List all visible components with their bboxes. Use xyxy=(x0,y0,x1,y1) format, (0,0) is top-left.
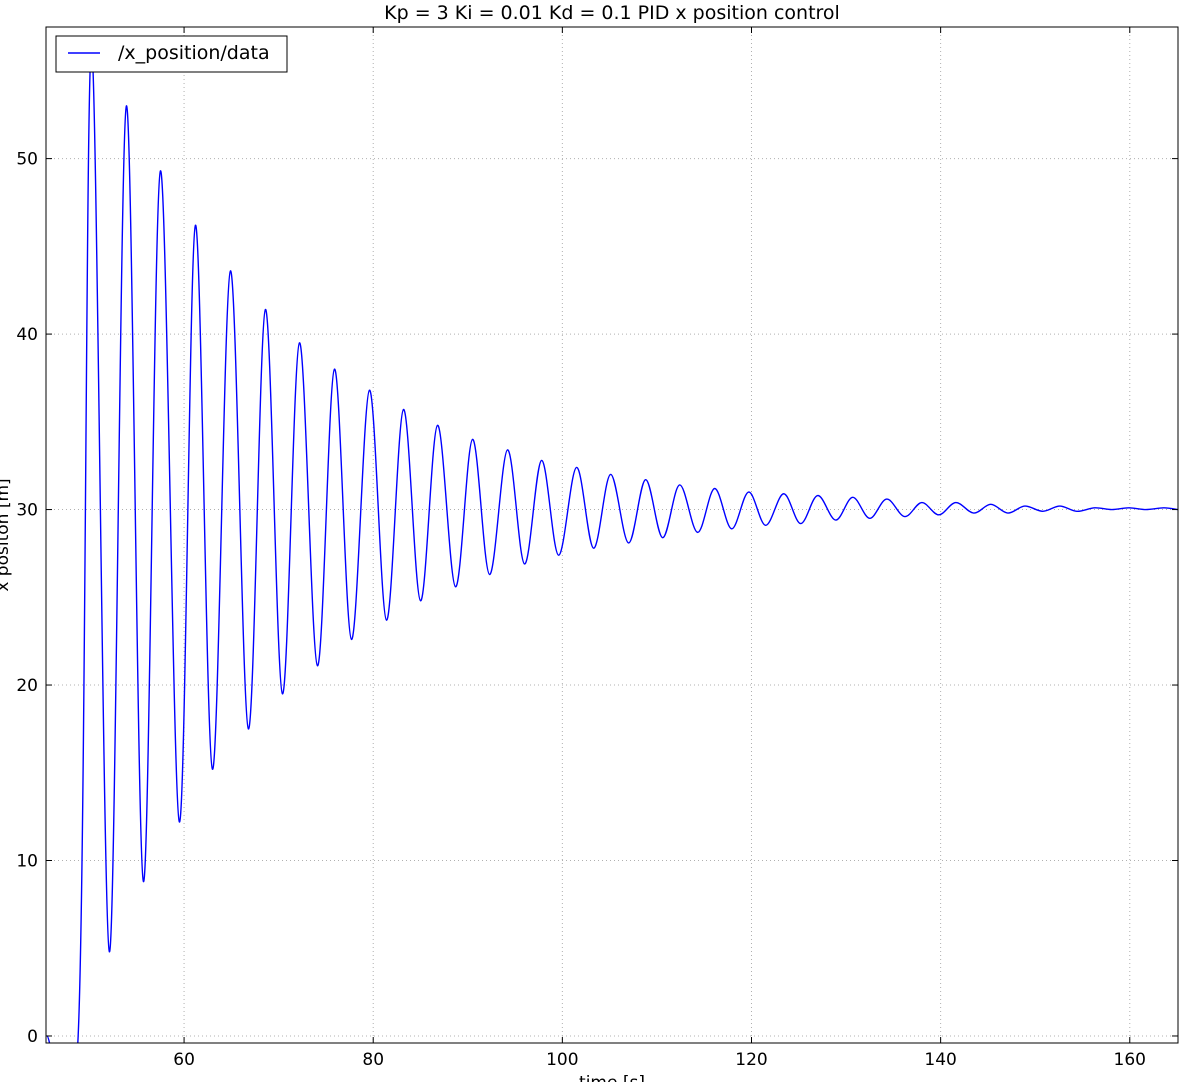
y-tick-label: 30 xyxy=(16,501,38,521)
legend: /x_position/data xyxy=(55,35,288,73)
plot-frame xyxy=(45,26,1179,1044)
y-tick-label: 10 xyxy=(16,852,38,872)
ticks: 60 80 100 120 140 160 0 10 20 30 40 50 xyxy=(16,27,1178,1070)
x-tick-label: 60 xyxy=(173,1050,195,1070)
y-tick-label: 0 xyxy=(27,1027,38,1047)
y-axis-label: x positon [m] xyxy=(0,478,13,591)
y-tick-label: 50 xyxy=(16,150,38,170)
series-line xyxy=(46,47,1178,1043)
chart-title: Kp = 3 Ki = 0.01 Kd = 0.1 PID x position… xyxy=(384,2,840,24)
x-tick-label: 100 xyxy=(546,1050,578,1070)
x-tick-label: 140 xyxy=(924,1050,956,1070)
series-layer xyxy=(46,47,1178,1043)
legend-box xyxy=(55,35,288,73)
legend-entry-label: /x_position/data xyxy=(118,42,270,64)
x-axis-label: time [s] xyxy=(579,1073,645,1082)
x-tick-label: 80 xyxy=(362,1050,384,1070)
x-tick-label: 160 xyxy=(1114,1050,1146,1070)
y-tick-label: 40 xyxy=(16,325,38,345)
x-tick-label: 120 xyxy=(735,1050,767,1070)
y-tick-label: 20 xyxy=(16,676,38,696)
